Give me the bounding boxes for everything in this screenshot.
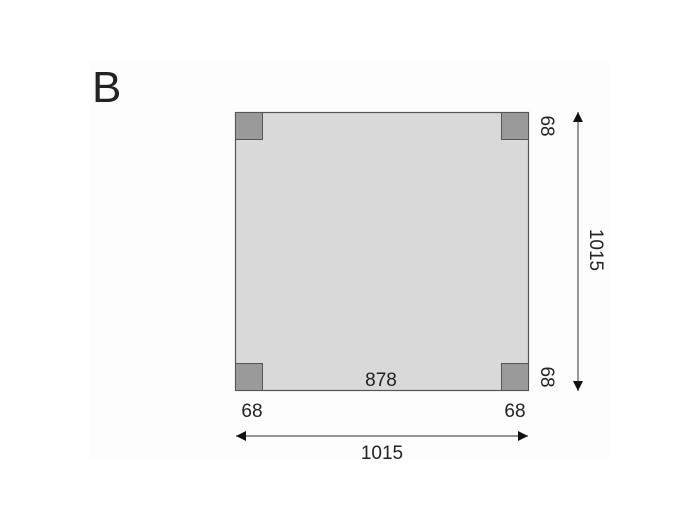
corner-right-bottom-label: 68	[536, 366, 557, 387]
corner-post-top-left	[235, 112, 263, 140]
height-total-label: 1015	[585, 229, 606, 271]
width-total-label: 1015	[361, 443, 403, 464]
floor-area	[234, 111, 530, 392]
corner-post-bottom-left	[235, 363, 263, 391]
corner-bottom-right-label: 68	[504, 401, 525, 422]
figure-label: B	[92, 63, 121, 112]
corner-post-top-right	[501, 112, 529, 140]
corner-bottom-left-label: 68	[241, 401, 262, 422]
corner-post-bottom-right	[501, 363, 529, 391]
corner-right-top-label: 68	[536, 115, 557, 136]
inner-span-label: 878	[365, 370, 397, 391]
